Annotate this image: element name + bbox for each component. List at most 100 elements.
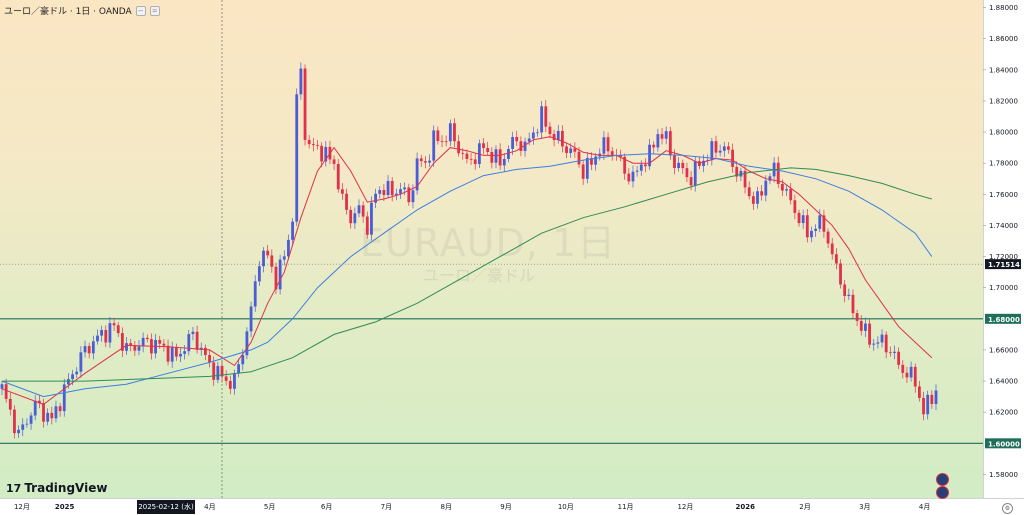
- candle-body: [739, 170, 743, 177]
- candle-body: [602, 137, 606, 154]
- candle-body: [606, 137, 610, 152]
- candle-body: [411, 190, 415, 203]
- candle-body: [87, 346, 91, 354]
- candle-body: [544, 106, 548, 127]
- candle-body: [307, 139, 311, 145]
- candle-body: [561, 130, 564, 147]
- candle-body: [801, 215, 805, 224]
- symbol-title[interactable]: ユーロ／豪ドル · 1日 · OANDA: [4, 7, 132, 17]
- candle-body: [228, 380, 232, 389]
- candle-body: [257, 266, 261, 282]
- candle-body: [390, 180, 394, 196]
- candle-body: [436, 130, 440, 142]
- candle-body: [386, 180, 390, 195]
- x-tick-label: 12月: [14, 503, 30, 511]
- candle-body: [577, 151, 581, 165]
- candle-body: [266, 250, 270, 256]
- candle-body: [249, 306, 253, 332]
- candle-body: [610, 151, 614, 155]
- candle-body: [843, 284, 847, 297]
- candle-body: [428, 160, 431, 163]
- candle-body: [220, 365, 224, 377]
- candle-body: [880, 334, 884, 343]
- symbol-name-watermark: ユーロ／豪ドル: [423, 266, 536, 285]
- candle-body: [62, 384, 66, 412]
- candle-body: [644, 164, 647, 167]
- candle-body: [473, 159, 477, 165]
- candle-body: [166, 345, 170, 362]
- candle-body: [494, 149, 498, 163]
- tradingview-wordmark: TradingView: [24, 481, 108, 495]
- candle-body: [287, 239, 290, 257]
- tradingview-logo[interactable]: 17 TradingView: [6, 481, 107, 495]
- candle-body: [311, 144, 315, 146]
- candle-body: [673, 155, 676, 169]
- x-tick-label: 12月: [677, 503, 693, 511]
- settings-gear-icon[interactable]: ⚙: [1002, 503, 1013, 514]
- candle-body: [656, 134, 660, 148]
- scroll-to-latest-icon[interactable]: [936, 473, 949, 486]
- minus-icon[interactable]: −: [135, 5, 146, 16]
- plot-area[interactable]: [0, 0, 983, 498]
- candle-body: [486, 148, 490, 153]
- candle-body: [556, 130, 560, 141]
- y-tick-label: 1.86000: [989, 35, 1018, 43]
- price-axis[interactable]: [983, 0, 1024, 498]
- y-tick-label: 1.58000: [989, 471, 1018, 479]
- candle-body: [793, 200, 797, 213]
- candle-body: [619, 155, 622, 157]
- candle-body: [751, 196, 755, 204]
- candle-body: [91, 341, 95, 354]
- candle-body: [818, 215, 822, 229]
- candle-body: [195, 331, 199, 350]
- candle-body: [718, 150, 722, 153]
- candle-body: [652, 144, 656, 148]
- candle-body: [324, 146, 328, 162]
- moving-average-2: [2, 167, 932, 382]
- candle-body: [17, 429, 21, 434]
- tradingview-mark-icon: 17: [6, 481, 22, 495]
- candle-body: [847, 294, 851, 297]
- candle-body: [58, 406, 62, 412]
- candle-body: [573, 148, 577, 152]
- y-tick-label: 1.82000: [989, 97, 1018, 105]
- candle-body: [112, 323, 116, 326]
- candle-body: [581, 164, 585, 179]
- y-tick-label: 1.78000: [989, 160, 1018, 168]
- candle-body: [735, 166, 739, 177]
- candle-body: [353, 213, 357, 224]
- y-tick-label: 1.84000: [989, 66, 1018, 74]
- candle-body: [884, 334, 888, 353]
- candle-body: [855, 313, 859, 321]
- candle-body: [191, 331, 195, 335]
- candle-body: [639, 164, 643, 171]
- candle-body: [71, 374, 74, 380]
- candle-body: [839, 263, 842, 285]
- candle-body: [747, 187, 751, 197]
- indicator-bubble-icon[interactable]: [936, 486, 949, 499]
- x-tick-label: 9月: [500, 503, 511, 511]
- candle-body: [370, 202, 373, 235]
- candle-body: [490, 152, 494, 163]
- crosshair-date-label: 2025-02-12 (水): [137, 500, 195, 514]
- candle-body: [29, 415, 33, 424]
- candle-body: [523, 141, 527, 151]
- time-axis[interactable]: [0, 498, 1024, 515]
- y-tick-label: 1.64000: [989, 378, 1018, 386]
- candle-body: [477, 143, 481, 165]
- candle-body: [660, 134, 664, 139]
- candle-body: [897, 351, 901, 365]
- candle-body: [511, 137, 514, 149]
- candle-body: [917, 386, 921, 398]
- candle-body: [278, 259, 282, 290]
- candle-body: [585, 157, 589, 179]
- equal-icon[interactable]: =: [149, 5, 160, 16]
- candle-body: [174, 347, 178, 357]
- candle-body: [233, 373, 236, 389]
- candle-body: [108, 323, 112, 343]
- x-tick-label: 5月: [264, 503, 275, 511]
- candle-body: [336, 163, 340, 190]
- candle-body: [270, 255, 274, 267]
- candle-body: [158, 339, 162, 344]
- candle-body: [743, 170, 747, 188]
